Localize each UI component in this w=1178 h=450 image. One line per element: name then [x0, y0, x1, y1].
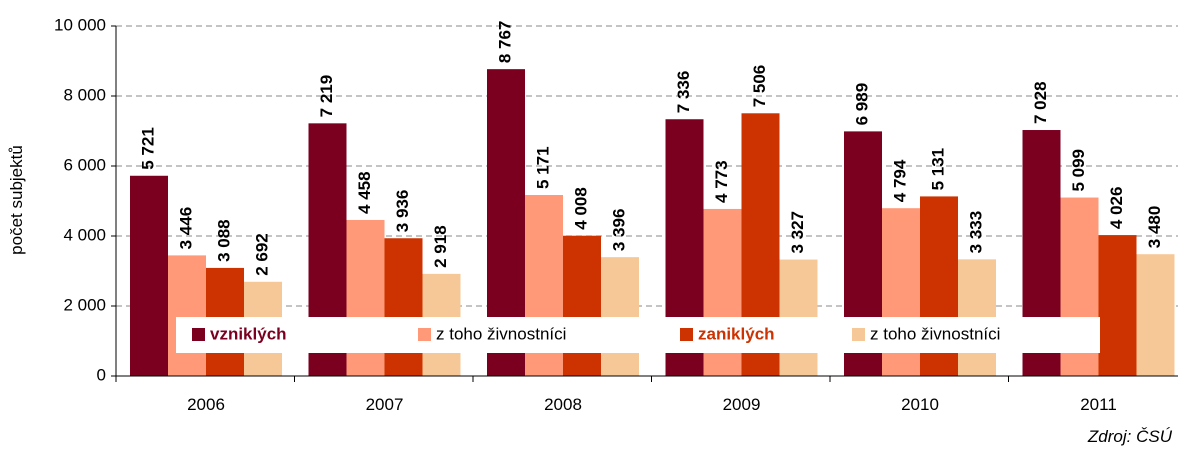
- bar: [563, 235, 601, 376]
- value-label: 3 327: [788, 211, 807, 254]
- value-label: 4 026: [1107, 187, 1126, 230]
- value-label: 7 506: [750, 65, 769, 108]
- value-label: 2 692: [252, 233, 271, 276]
- y-tick-label: 0: [97, 365, 106, 384]
- bar: [1136, 254, 1175, 376]
- legend-marker: [418, 328, 431, 341]
- legend-marker: [852, 328, 865, 341]
- value-label: 4 794: [890, 159, 909, 202]
- value-label: 3 396: [609, 209, 628, 252]
- value-label: 5 099: [1069, 149, 1088, 192]
- value-label: 2 918: [431, 225, 450, 268]
- y-tick-label: 8 000: [63, 85, 106, 104]
- bar: [384, 238, 423, 376]
- value-label: 8 767: [495, 21, 514, 64]
- legend-label: z toho živnostníci: [436, 324, 566, 343]
- legend-label: z toho živnostníci: [870, 324, 1000, 343]
- legend-label: vzniklých: [210, 324, 287, 343]
- value-label: 4 773: [712, 160, 731, 203]
- x-tick-label: 2007: [366, 395, 404, 414]
- source: Zdroj: ČSÚ: [1087, 427, 1173, 446]
- legend-marker: [680, 328, 693, 341]
- value-label: 3 936: [393, 190, 412, 233]
- value-label: 5 171: [533, 146, 552, 189]
- bar: [1098, 235, 1137, 376]
- value-label: 4 008: [571, 187, 590, 230]
- y-tick-label: 6 000: [63, 155, 106, 174]
- y-tick-label: 10 000: [54, 15, 106, 34]
- legend-label: zaniklých: [698, 324, 775, 343]
- bar: [168, 255, 206, 376]
- value-label: 7 219: [317, 75, 336, 118]
- legend-box: [176, 317, 1100, 353]
- y-tick-label: 4 000: [63, 225, 106, 244]
- bar: [130, 175, 168, 376]
- value-label: 5 721: [138, 127, 157, 170]
- y-tick-label: 2 000: [63, 295, 106, 314]
- bar: [601, 257, 639, 376]
- x-tick-label: 2011: [1080, 395, 1117, 414]
- legend: vzniklých z toho živnostníci zaniklých z to…: [176, 317, 1100, 353]
- x-tick-label: 2009: [723, 395, 761, 414]
- value-label: 6 989: [852, 83, 871, 126]
- value-label: 3 333: [966, 211, 985, 254]
- value-label: 7 028: [1031, 81, 1050, 124]
- value-label: 3 446: [176, 207, 195, 250]
- y-axis-label: počet subjektů: [7, 145, 26, 255]
- x-tick-label: 2006: [187, 395, 225, 414]
- legend-marker: [192, 328, 205, 341]
- value-label: 7 336: [674, 71, 693, 114]
- x-tick-label: 2008: [544, 395, 582, 414]
- value-label: 3 480: [1145, 206, 1164, 249]
- x-tick-label: 2010: [901, 395, 939, 414]
- value-label: 5 131: [928, 148, 947, 191]
- value-label: 3 088: [214, 219, 233, 262]
- value-label: 4 458: [355, 171, 374, 214]
